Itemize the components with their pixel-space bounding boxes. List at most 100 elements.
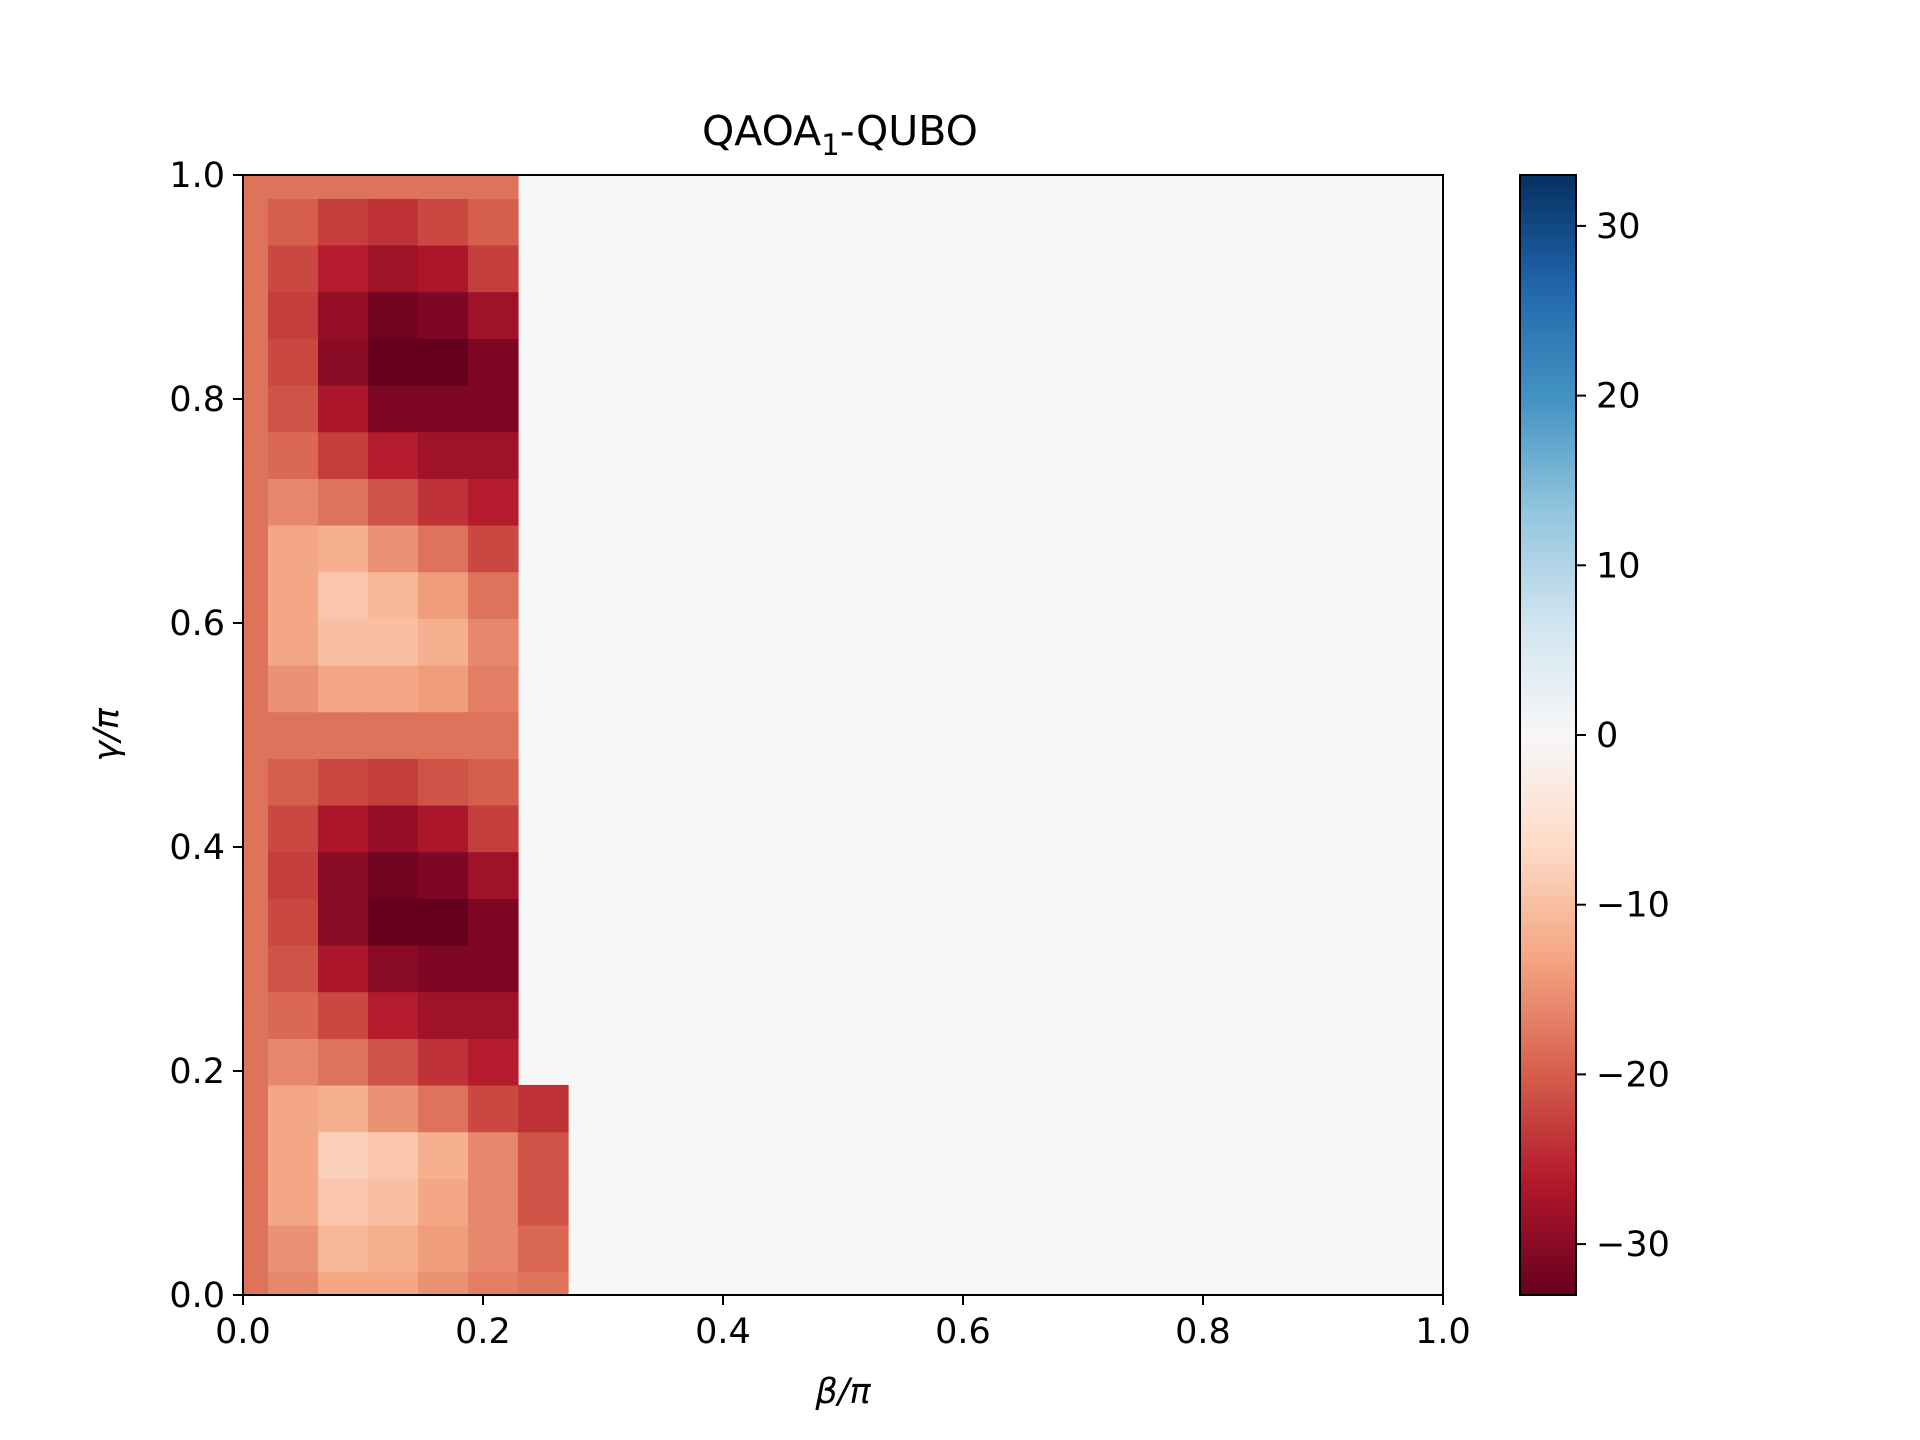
heatmap-cell: [418, 175, 469, 199]
heatmap-cell: [268, 1038, 319, 1086]
heatmap-cell: [268, 1271, 319, 1296]
plot-area: 0.0 0.2 0.4 0.6 0.8 1.0 0.0 0.2 0.4 0.6 0.8 1.0: [169, 156, 1471, 1352]
heatmap-cell: [243, 991, 269, 1039]
heatmap-cell: [418, 338, 469, 386]
heatmap-cell: [418, 758, 469, 806]
heatmap-cell: [468, 618, 519, 666]
y-tick-label: 1.0: [169, 156, 225, 196]
heatmap-cell: [268, 711, 319, 759]
heatmap-cell: [418, 664, 469, 713]
heatmap-cell: [468, 664, 519, 713]
heatmap-cell: [418, 1224, 469, 1273]
heatmap-cell: [243, 244, 269, 293]
heatmap-cell: [268, 991, 319, 1039]
heatmap-cell: [318, 175, 369, 199]
heatmap-cell: [468, 571, 519, 619]
heatmap-cell: [268, 851, 319, 899]
heatmap-cell: [243, 524, 269, 573]
heatmap-cell: [268, 1224, 319, 1273]
heatmap-cell: [318, 524, 369, 573]
heatmap-cell: [367, 338, 419, 386]
heatmap-cell: [367, 1178, 419, 1226]
y-tick-label: 0.4: [169, 828, 225, 868]
heatmap-cell: [318, 1131, 369, 1179]
heatmap-cell: [243, 851, 269, 899]
heatmap-cell: [268, 244, 319, 293]
heatmap-cell: [243, 758, 269, 806]
heatmap-cell: [367, 198, 419, 246]
heatmap-cell: [318, 664, 369, 713]
heatmap-cell: [468, 1271, 519, 1296]
heatmap-cell: [367, 664, 419, 713]
heatmap-cell: [268, 478, 319, 526]
heatmap-cell: [517, 1271, 569, 1296]
heatmap-cell: [318, 244, 369, 293]
heatmap-cell: [243, 478, 269, 526]
heatmap-cell: [367, 1224, 419, 1273]
heatmap-cell: [243, 1224, 269, 1273]
heatmap-cell: [418, 524, 469, 573]
heatmap-cell: [367, 711, 419, 759]
heatmap-cell: [318, 711, 369, 759]
heatmap-cell: [243, 431, 269, 479]
heatmap-cell: [418, 1178, 469, 1226]
heatmap-cell: [243, 198, 269, 246]
heatmap-cell: [468, 804, 519, 853]
heatmap-cell: [318, 851, 369, 899]
colorbar-tick-label: 20: [1596, 377, 1641, 417]
heatmap-cell: [418, 478, 469, 526]
heatmap-cell: [418, 1084, 469, 1133]
heatmap-cell: [418, 1271, 469, 1296]
heatmap-cell: [318, 804, 369, 853]
heatmap-cell: [243, 338, 269, 386]
heatmap-cell: [367, 431, 419, 479]
heatmap-cell: [367, 571, 419, 619]
heatmap-cell: [268, 198, 319, 246]
heatmap-cell: [243, 291, 269, 339]
heatmap-cell: [468, 291, 519, 339]
heatmap-cell: [268, 1131, 319, 1179]
y-tick-label: 0.8: [169, 380, 225, 420]
heatmap-cell: [268, 898, 319, 946]
heatmap-cell: [367, 758, 419, 806]
heatmap-cell: [468, 338, 519, 386]
heatmap-cell: [367, 1131, 419, 1179]
heatmap-cell: [367, 1271, 419, 1296]
heatmap-cell: [243, 898, 269, 946]
x-tick-label: 1.0: [1415, 1312, 1471, 1352]
heatmap-cell: [468, 758, 519, 806]
heatmap-cell: [367, 804, 419, 853]
heatmap-cell: [367, 478, 419, 526]
heatmap-cell: [243, 384, 269, 433]
heatmap-cell: [468, 851, 519, 899]
heatmap-cell: [367, 524, 419, 573]
heatmap-cell: [268, 1178, 319, 1226]
heatmap-cell: [268, 758, 319, 806]
heatmap-cells: [243, 175, 569, 1296]
heatmap-cell: [318, 478, 369, 526]
chart-title-subscript: 1: [821, 128, 839, 162]
heatmap-cell: [468, 1038, 519, 1086]
heatmap-cell: [468, 431, 519, 479]
heatmap-cell: [468, 198, 519, 246]
heatmap-cell: [268, 618, 319, 666]
heatmap-cell: [243, 175, 269, 199]
heatmap-cell: [318, 1271, 369, 1296]
heatmap-cell: [418, 198, 469, 246]
colorbar-tick-label: −20: [1596, 1055, 1670, 1095]
heatmap-cell: [367, 1038, 419, 1086]
heatmap-cell: [468, 898, 519, 946]
heatmap-cell: [367, 944, 419, 993]
heatmap-cell: [243, 1038, 269, 1086]
heatmap-cell: [318, 1224, 369, 1273]
heatmap-cell: [243, 664, 269, 713]
heatmap-cell: [268, 175, 319, 199]
heatmap-cell: [243, 1084, 269, 1133]
x-axis-ticks: 0.0 0.2 0.4 0.6 0.8 1.0: [215, 1295, 1471, 1352]
chart-title: QAOA1-QUBO: [702, 107, 978, 162]
heatmap-cell: [318, 571, 369, 619]
heatmap-cell: [418, 291, 469, 339]
heatmap-cell: [367, 291, 419, 339]
heatmap-cell: [268, 944, 319, 993]
heatmap-cell: [367, 898, 419, 946]
